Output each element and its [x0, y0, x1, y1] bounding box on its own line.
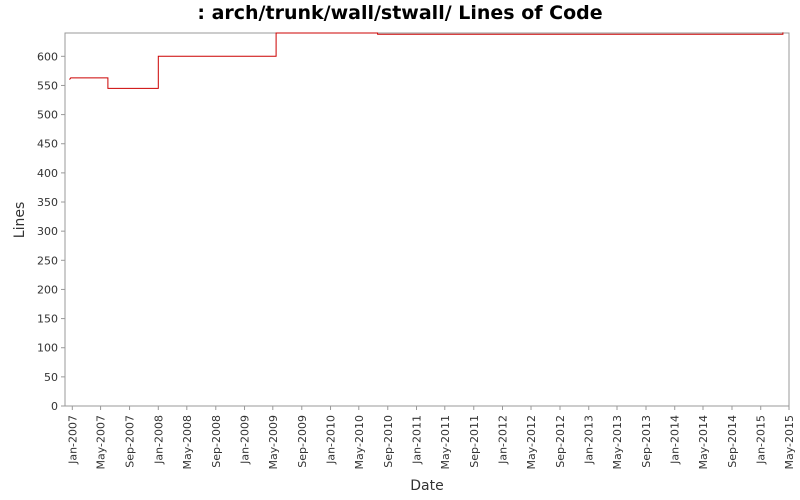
x-tick-label: May-2015	[783, 415, 796, 470]
y-tick-label: 500	[37, 109, 58, 122]
y-tick-label: 50	[44, 371, 58, 384]
x-axis-title: Date	[410, 478, 443, 494]
x-tick-label: May-2010	[353, 415, 366, 470]
x-tick-label: Jan-2009	[239, 415, 252, 465]
x-tick-label: Sep-2008	[210, 415, 223, 468]
y-tick-label: 200	[37, 283, 58, 296]
y-axis-title: Lines	[12, 202, 28, 238]
x-tick-label: Sep-2010	[382, 415, 395, 468]
y-axis: 0 50 100 150 200 250 300 350 400 450 500 550 600	[37, 50, 65, 413]
y-tick-label: 250	[37, 254, 58, 267]
y-tick-label: 600	[37, 50, 58, 63]
x-tick-label: Sep-2009	[296, 415, 309, 468]
x-tick-label: Jan-2010	[325, 415, 338, 465]
x-tick-label: Jan-2014	[669, 415, 682, 465]
y-tick-label: 150	[37, 313, 58, 326]
x-tick-label: Sep-2011	[468, 415, 481, 468]
x-tick-label: Jan-2013	[583, 415, 596, 465]
y-tick-label: 350	[37, 196, 58, 209]
x-tick-label: Sep-2007	[124, 415, 137, 468]
x-tick-label: Jan-2011	[411, 415, 424, 465]
plot-area	[64, 32, 790, 407]
x-tick-label: Jan-2007	[66, 415, 79, 465]
y-tick-label: 0	[51, 400, 58, 413]
x-tick-label: Jan-2015	[755, 415, 768, 465]
y-tick-label: 400	[37, 167, 58, 180]
y-tick-label: 100	[37, 342, 58, 355]
x-tick-label: May-2009	[267, 415, 280, 470]
x-tick-label: May-2007	[95, 415, 108, 470]
y-tick-label: 300	[37, 225, 58, 238]
x-tick-label: Sep-2012	[554, 415, 567, 468]
series-layer	[69, 32, 784, 89]
y-tick-label: 450	[37, 138, 58, 151]
x-tick-label: Sep-2014	[726, 415, 739, 468]
x-tick-label: May-2014	[697, 415, 710, 470]
x-tick-label: Jan-2012	[497, 415, 510, 465]
x-tick-label: May-2011	[439, 415, 452, 470]
y-tick-label: 550	[37, 79, 58, 92]
x-tick-label: May-2013	[611, 415, 624, 470]
x-tick-label: May-2008	[181, 415, 194, 470]
x-tick-label: May-2012	[525, 415, 538, 470]
x-tick-label: Jan-2008	[152, 415, 165, 465]
x-axis: Jan-2007 May-2007 Sep-2007 Jan-2008 May-2008…	[66, 406, 796, 470]
chart-title: : arch/trunk/wall/stwall/ Lines of Code	[197, 2, 603, 24]
series-line	[69, 32, 784, 89]
x-tick-label: Sep-2013	[640, 415, 653, 468]
